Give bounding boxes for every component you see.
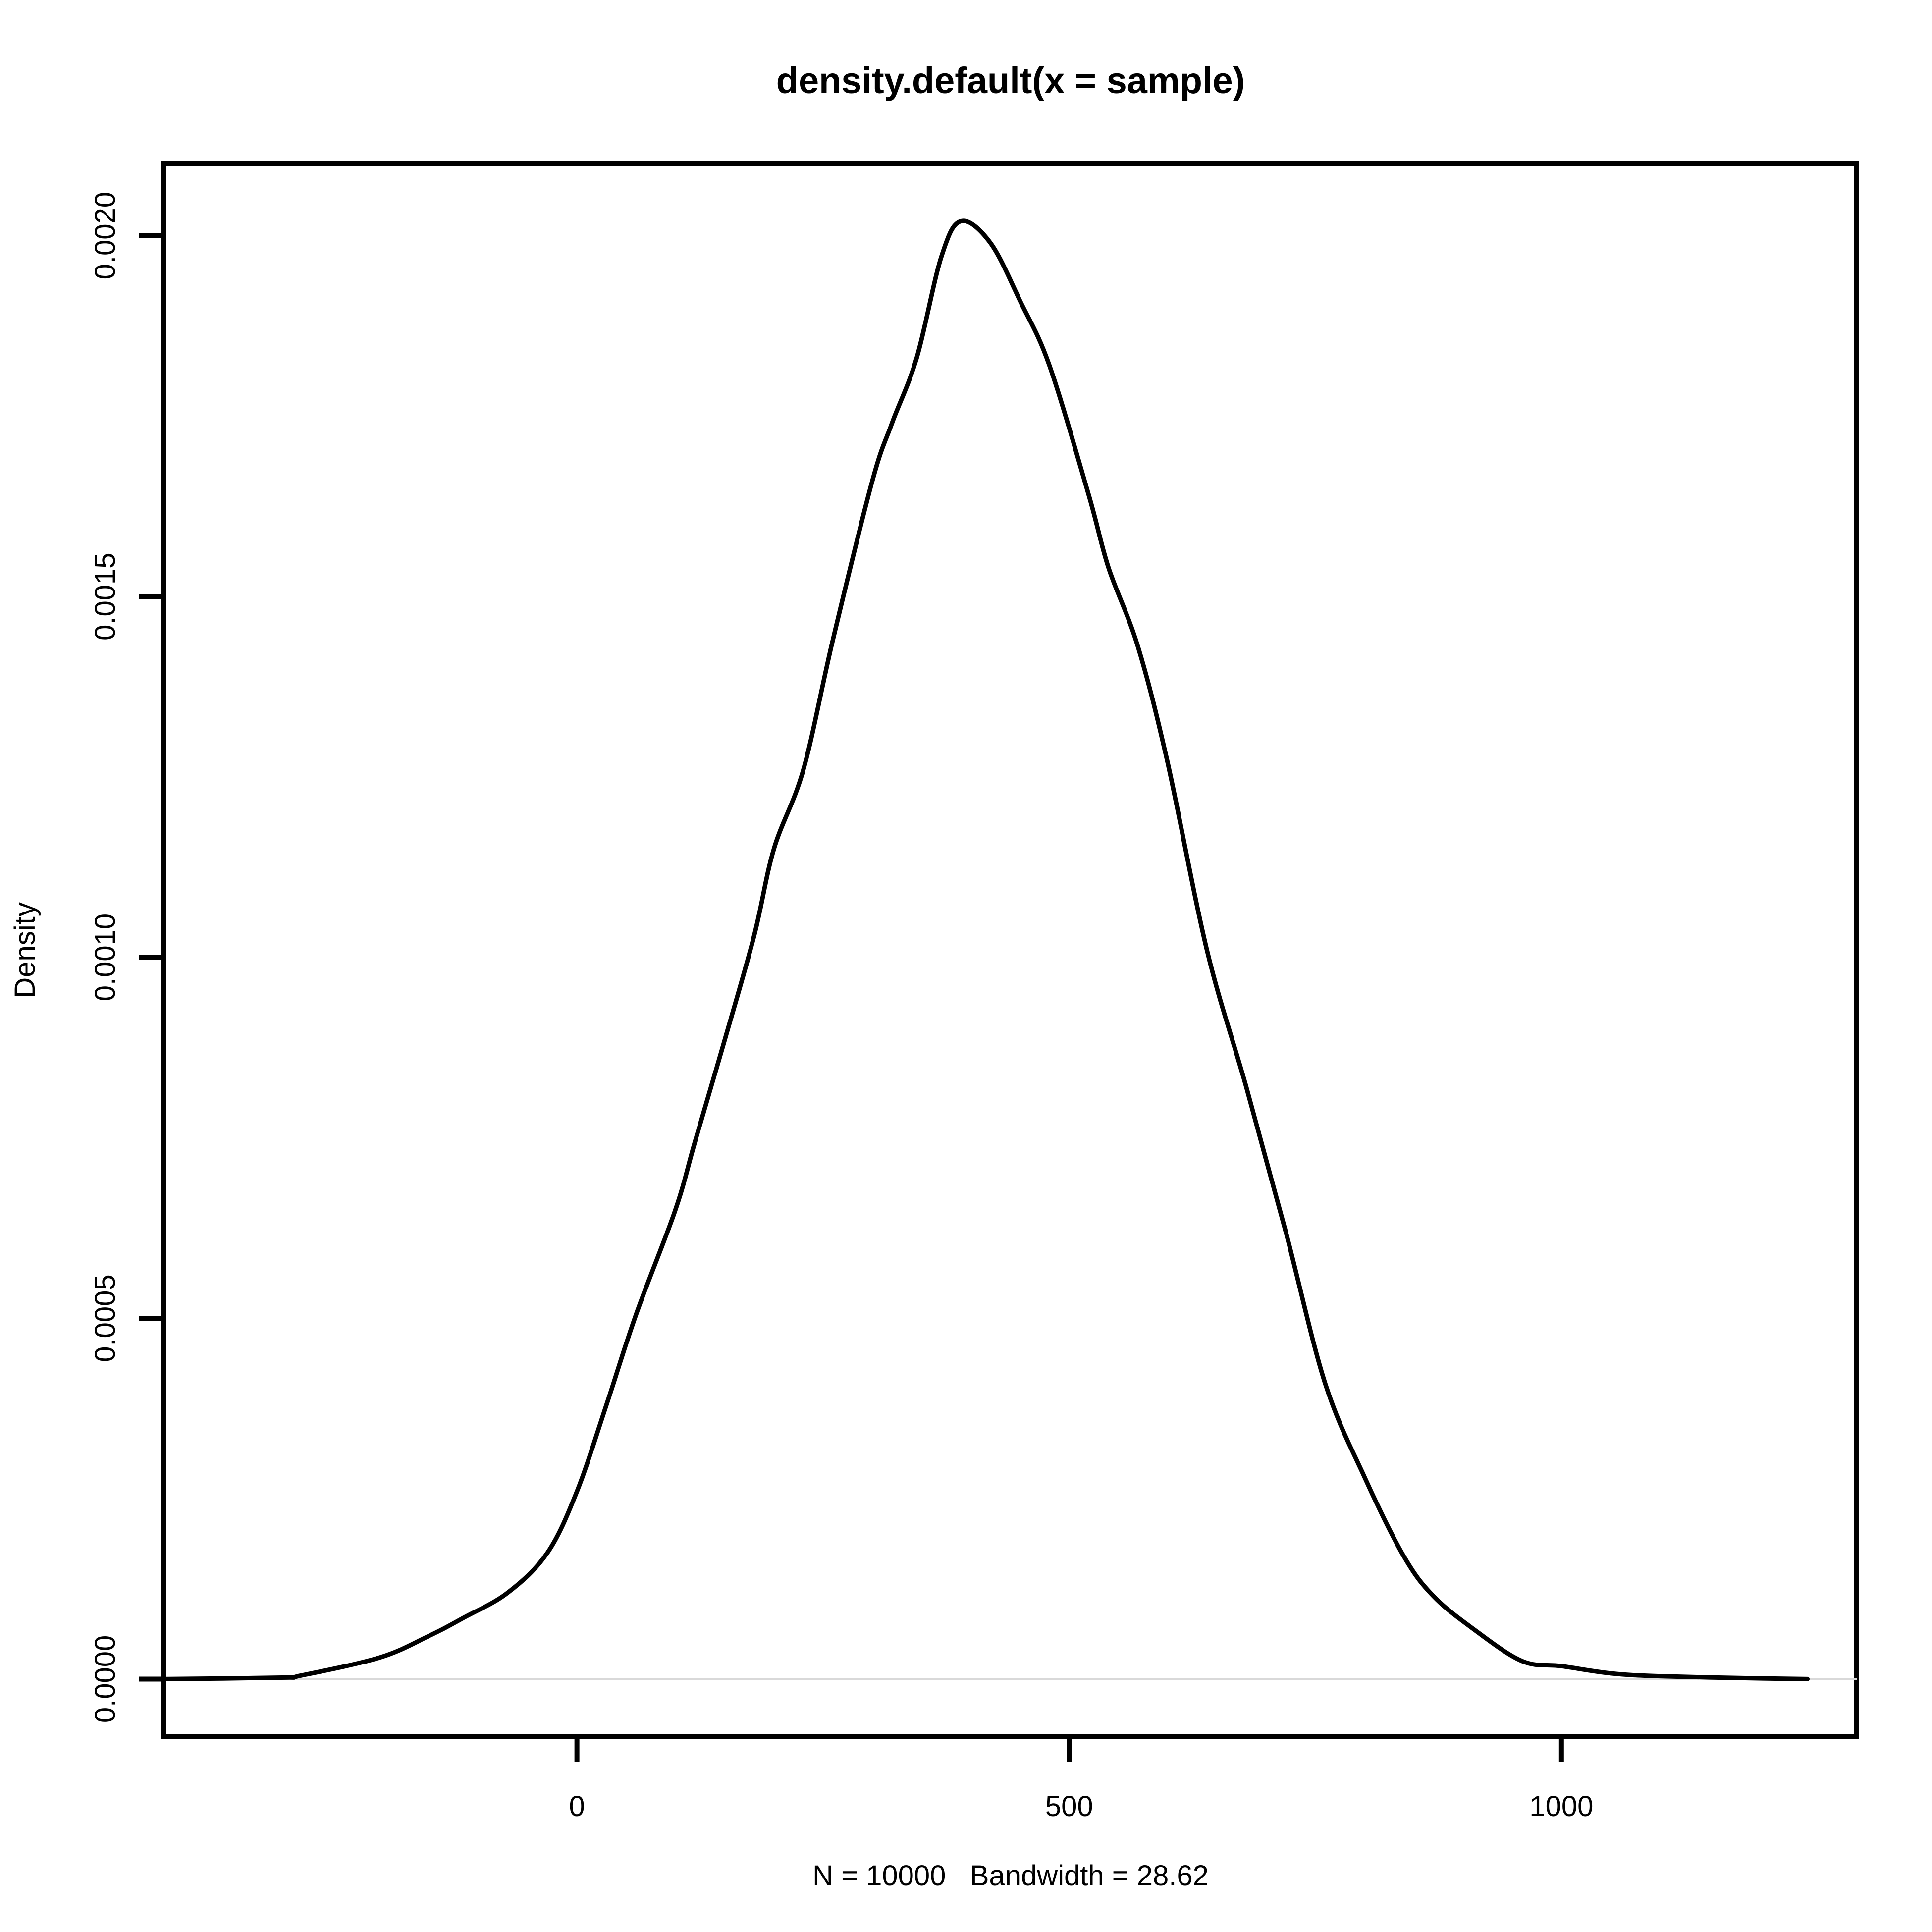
x-axis-label: N = 10000 Bandwidth = 28.62	[812, 1860, 1209, 1892]
x-axis: 0 500 1000	[569, 1737, 1593, 1823]
chart-title: density.default(x = sample)	[776, 60, 1245, 101]
y-tick-label: 0.0010	[89, 913, 121, 1001]
x-tick-label: 1000	[1529, 1790, 1593, 1823]
density-curve	[161, 218, 1810, 1681]
y-axis: 0.0000 0.0005 0.0010 0.0015 0.0020	[89, 192, 163, 1723]
x-tick-label: 0	[569, 1790, 585, 1823]
y-tick-label: 0.0020	[89, 192, 121, 279]
x-tick-label: 500	[1045, 1790, 1093, 1823]
y-axis-label: Density	[9, 902, 41, 998]
y-tick-label: 0.0005	[89, 1274, 121, 1362]
plot-frame	[161, 161, 1859, 1739]
y-tick-label: 0.0015	[89, 552, 121, 640]
y-tick-label: 0.0000	[89, 1635, 121, 1723]
